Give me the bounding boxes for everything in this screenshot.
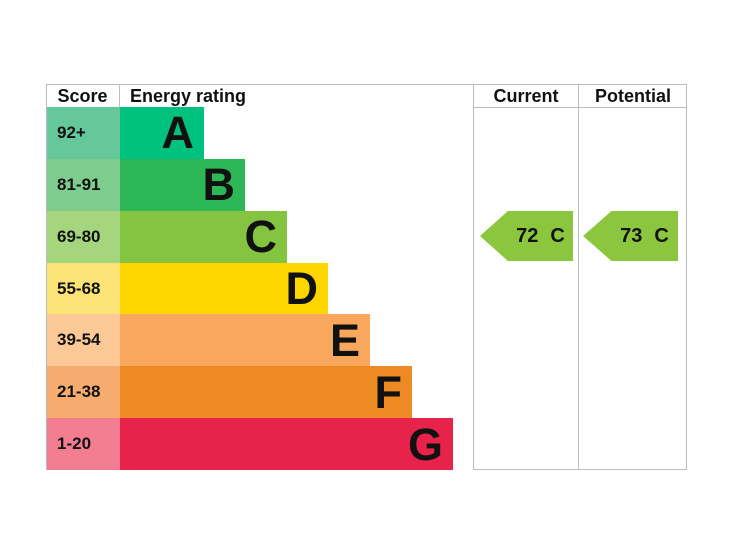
rating-letter: A — [161, 107, 195, 159]
score-range-label: 21-38 — [57, 382, 101, 402]
current-header: Current — [493, 86, 559, 106]
current-rating-band: C — [550, 224, 565, 247]
score-range-label: 92+ — [57, 122, 86, 142]
potential-rating-value: 73 — [620, 224, 643, 247]
score-column-divider — [119, 84, 120, 107]
rating-letter: B — [202, 159, 236, 211]
bar-track: D — [120, 262, 473, 315]
bar-track: A — [120, 107, 473, 159]
current-rating-value: 72 — [516, 224, 539, 247]
energy-rating-header: Energy rating — [130, 86, 247, 106]
table-bottom-border — [473, 469, 687, 470]
current-column-left-border — [473, 84, 474, 470]
header-underline — [473, 107, 687, 108]
table-top-border — [46, 84, 687, 85]
score-range-cell: 39-54 — [47, 314, 120, 367]
rating-letter: E — [329, 314, 360, 366]
score-range-label: 69-80 — [57, 226, 101, 246]
score-range-cell: 69-80 — [47, 210, 120, 263]
rating-letter: D — [285, 263, 319, 314]
score-range-label: 39-54 — [57, 330, 101, 350]
rating-bar-g: G — [120, 418, 453, 471]
score-header: Score — [57, 86, 108, 106]
score-range-cell: 21-38 — [47, 366, 120, 419]
potential-rating-band: C — [654, 224, 669, 247]
current-rating-arrow: 72 C — [480, 211, 573, 261]
rating-bar-d: D — [120, 262, 328, 315]
rating-bar-a: A — [120, 107, 204, 159]
band-row-d: 55-68 D — [47, 262, 473, 315]
potential-column-left-border — [578, 84, 579, 470]
band-row-e: 39-54 E — [47, 314, 473, 367]
score-range-cell: 92+ — [47, 107, 120, 159]
band-row-b: 81-91 B — [47, 158, 473, 211]
rating-letter: F — [374, 366, 403, 418]
score-range-cell: 1-20 — [47, 418, 120, 471]
rating-bar-f: F — [120, 366, 412, 419]
potential-header: Potential — [594, 86, 671, 106]
score-range-cell: 55-68 — [47, 262, 120, 315]
score-range-label: 1-20 — [57, 434, 92, 454]
bar-track: F — [120, 366, 473, 419]
bar-track: E — [120, 314, 473, 367]
potential-rating-arrow: 73 C — [583, 211, 678, 261]
score-range-label: 81-91 — [57, 174, 101, 194]
table-left-border — [46, 84, 47, 470]
band-row-c: 69-80 C — [47, 210, 473, 263]
bar-track: C — [120, 210, 473, 263]
rating-bar-b: B — [120, 158, 245, 211]
rating-letter: C — [244, 211, 278, 263]
rating-bar-c: C — [120, 210, 287, 263]
band-rows: 92+ A 81-91 B 69-80 C 55-68 D 39-54 E 21… — [47, 107, 473, 471]
band-row-g: 1-20 G — [47, 418, 473, 471]
score-range-cell: 81-91 — [47, 158, 120, 211]
epc-table: Score Energy rating Current Potential 92… — [46, 84, 687, 471]
bar-track: G — [120, 418, 473, 471]
rating-bar-e: E — [120, 314, 370, 367]
table-right-border — [686, 84, 687, 470]
bar-track: B — [120, 158, 473, 211]
band-row-a: 92+ A — [47, 107, 473, 159]
rating-letter: G — [407, 418, 443, 470]
band-row-f: 21-38 F — [47, 366, 473, 419]
score-range-label: 55-68 — [57, 278, 101, 298]
